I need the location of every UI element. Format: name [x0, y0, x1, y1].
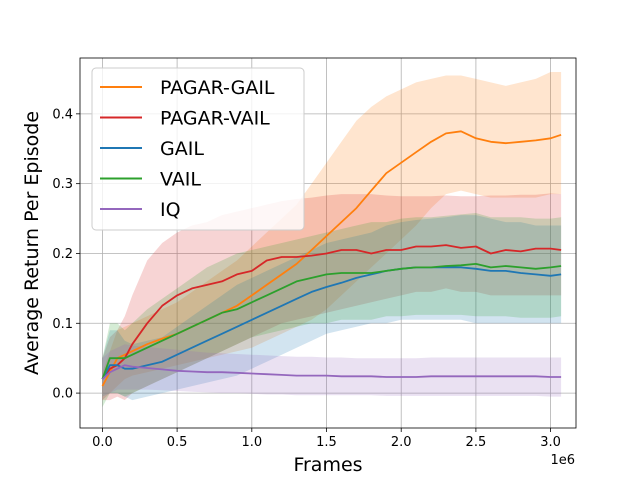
x-axis-ticks: 0.0 0.5 1.0 1.5 2.0 2.5 3.0 — [92, 428, 561, 450]
y-tick-label: 0.3 — [52, 177, 73, 192]
y-axis-ticks: 0.0 0.1 0.2 0.3 0.4 — [52, 107, 80, 402]
y-tick-label: 0.4 — [52, 107, 73, 122]
vail-line — [101, 262, 562, 380]
legend-label-iq: IQ — [160, 199, 181, 221]
pagar-gail-band — [102, 72, 562, 401]
y-tick-label: 0.2 — [52, 247, 73, 262]
x-tick-label: 1.5 — [316, 435, 337, 450]
x-axis-offset-label: 1e6 — [550, 453, 575, 468]
vail-band — [102, 213, 562, 408]
x-tick-label: 1.0 — [241, 435, 262, 450]
x-tick-label: 0.5 — [167, 435, 188, 450]
y-tick-label: 0.0 — [52, 387, 73, 402]
pagar-gail-line — [101, 130, 562, 387]
y-tick-label: 0.1 — [52, 317, 73, 332]
legend-label-gail: GAIL — [160, 138, 204, 160]
legend-label-pagar-vail: PAGAR-VAIL — [160, 108, 270, 130]
gail-band — [102, 215, 562, 401]
iq-line — [101, 364, 562, 380]
pagar-vail-line — [101, 244, 562, 380]
plot-frame — [79, 57, 577, 429]
legend-box — [91, 67, 305, 231]
series-lines — [101, 130, 562, 387]
x-tick-label: 2.5 — [466, 435, 487, 450]
x-tick-label: 0.0 — [92, 435, 113, 450]
iq-band — [102, 344, 562, 401]
x-tick-label: 2.0 — [391, 435, 412, 450]
x-tick-label: 3.0 — [540, 435, 561, 450]
gail-line — [101, 266, 562, 380]
x-axis-label: Frames — [293, 454, 362, 476]
legend-label-vail: VAIL — [160, 169, 201, 191]
legend: PAGAR-GAIL PAGAR-VAIL GAIL VAIL IQ — [91, 67, 305, 231]
legend-label-pagar-gail: PAGAR-GAIL — [160, 77, 275, 99]
y-axis-label: Average Return Per Episode — [21, 111, 43, 375]
